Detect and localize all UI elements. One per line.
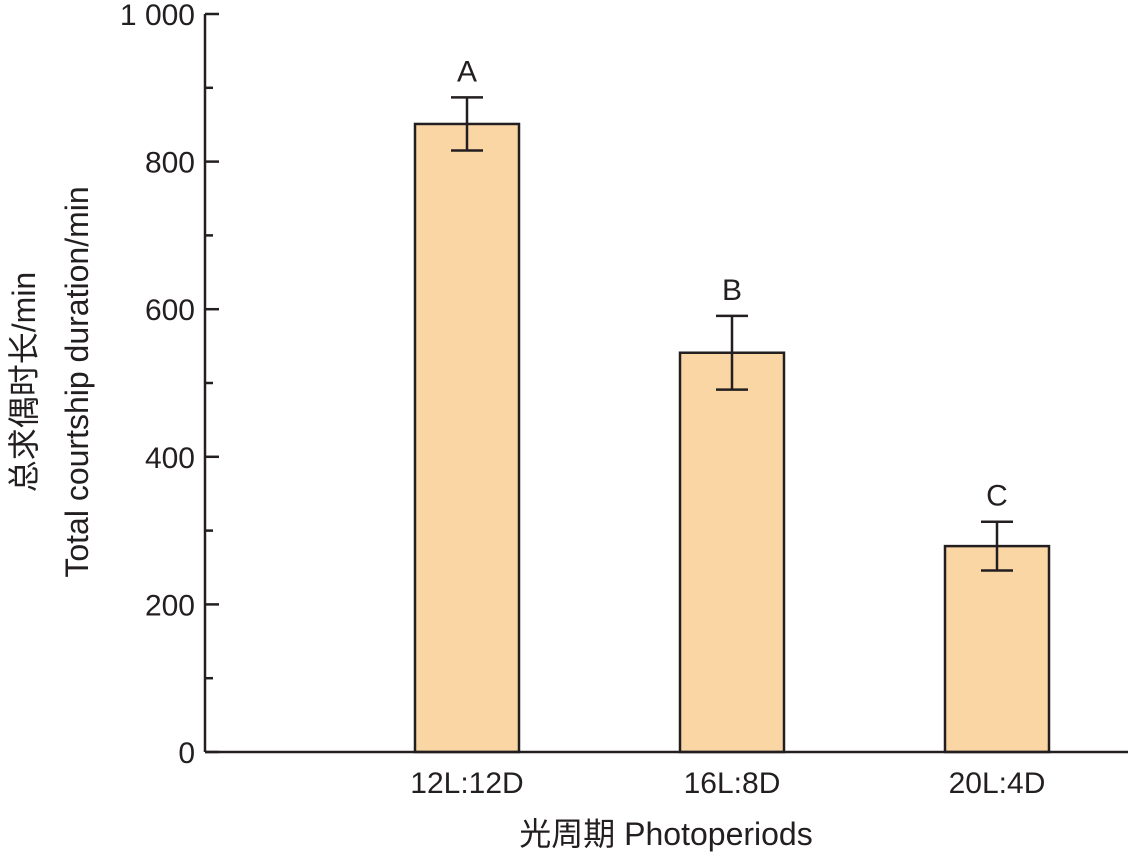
chart-marks bbox=[413, 96, 1051, 754]
significance-label-3: C bbox=[986, 480, 1008, 513]
chart-axes bbox=[203, 12, 1128, 754]
x-tick-label-2: 16L:8D bbox=[684, 767, 781, 800]
y-tick-label-5: 1 000 bbox=[120, 0, 195, 32]
y-tick-label-2: 400 bbox=[145, 442, 195, 475]
significance-label-2: B bbox=[722, 274, 742, 307]
significance-label-1: A bbox=[457, 55, 477, 88]
y-tick-label-0: 0 bbox=[178, 737, 195, 770]
bar-20l4d bbox=[943, 544, 1051, 754]
x-axis-title: 光周期 Photoperiods bbox=[519, 816, 812, 852]
y-axis-title-english: Total courtship duration/min bbox=[59, 186, 95, 577]
y-tick-label-3: 600 bbox=[145, 294, 195, 327]
x-tick-label-3: 20L:4D bbox=[949, 767, 1046, 800]
chart-labels: 光周期 Photoperiods 总求偶时长/min Total courtsh… bbox=[6, 0, 1045, 852]
y-axis-title-chinese: 总求偶时长/min bbox=[6, 272, 42, 492]
y-tick-label-1: 200 bbox=[145, 589, 195, 622]
y-tick-label-4: 800 bbox=[145, 147, 195, 180]
bar-16l8d bbox=[678, 351, 786, 754]
bar-12l12d bbox=[413, 122, 521, 754]
x-tick-label-1: 12L:12D bbox=[410, 767, 523, 800]
